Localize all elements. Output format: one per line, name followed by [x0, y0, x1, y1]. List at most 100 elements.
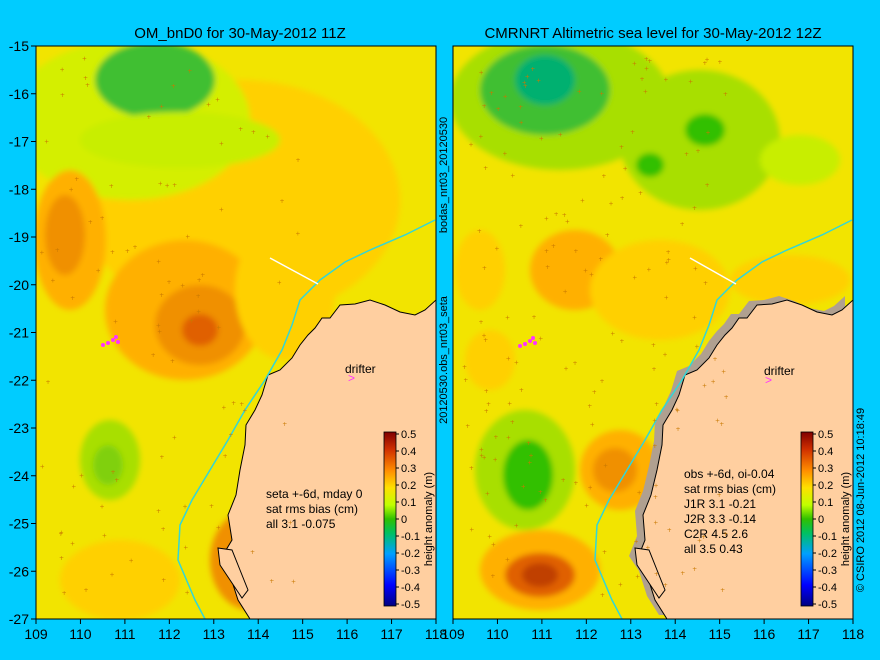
observation-marker: + — [705, 182, 710, 189]
x-tick-label: 117 — [380, 626, 403, 642]
observation-marker: + — [601, 173, 606, 180]
observation-marker: + — [603, 463, 608, 470]
observation-marker: + — [159, 454, 164, 461]
colorbar-tick-label: 0.1 — [818, 497, 833, 509]
observation-marker: + — [223, 453, 228, 460]
observation-marker: + — [538, 489, 543, 496]
observation-marker: + — [288, 520, 293, 527]
observation-marker: + — [483, 337, 488, 344]
observation-marker: + — [692, 314, 697, 321]
observation-marker: + — [100, 215, 105, 222]
observation-marker: + — [238, 126, 243, 133]
observation-marker: + — [44, 138, 49, 145]
observation-marker: + — [600, 592, 605, 599]
x-tick-label: 115 — [292, 626, 315, 642]
observation-marker: + — [676, 426, 681, 433]
observation-marker: + — [196, 308, 201, 315]
observation-marker: + — [185, 590, 190, 597]
observation-marker: + — [583, 267, 588, 274]
observation-marker: + — [478, 319, 483, 326]
colorbar-tick-label: -0.3 — [401, 565, 420, 577]
observation-marker: + — [469, 465, 474, 472]
observation-marker: + — [50, 278, 55, 285]
x-tick-label: 109 — [24, 626, 48, 642]
observation-marker: + — [663, 582, 668, 589]
observation-marker: + — [723, 91, 728, 98]
observation-marker: + — [523, 83, 528, 90]
observation-marker: + — [295, 230, 300, 237]
observation-marker: + — [69, 187, 74, 194]
observation-marker: + — [172, 435, 177, 442]
observation-marker: + — [662, 351, 667, 358]
observation-marker: + — [83, 75, 88, 82]
colorbar-tick-label: 0.3 — [818, 463, 833, 475]
observation-marker: + — [664, 294, 669, 301]
left-note-line-1: seta +-6d, mday 0 — [266, 487, 363, 501]
observation-marker: + — [502, 151, 507, 158]
observation-marker: + — [592, 389, 597, 396]
observation-marker: + — [40, 463, 45, 470]
observation-marker: + — [490, 573, 495, 580]
right-note-line-3: J1R 3.1 -0.21 — [684, 497, 756, 511]
left-colorbar-label: height anomaly (m) — [423, 472, 435, 566]
observation-marker: + — [156, 508, 161, 515]
observation-marker: + — [487, 533, 492, 540]
observation-marker: + — [506, 434, 511, 441]
observation-marker: + — [463, 377, 468, 384]
observation-marker: + — [114, 477, 119, 484]
observation-marker: + — [544, 248, 549, 255]
observation-marker: + — [530, 66, 535, 73]
observation-marker: + — [680, 570, 685, 577]
observation-marker: + — [605, 232, 610, 239]
observation-marker: + — [632, 274, 637, 281]
colorbar-tick-label: 0.3 — [401, 463, 416, 475]
observation-marker: + — [688, 79, 693, 86]
observation-marker: + — [159, 292, 164, 299]
observation-marker: + — [505, 557, 510, 564]
observation-marker: + — [720, 587, 725, 594]
left-y-axis: -15 -16 -17 -18 -19 -20 -21 -22 -23 -24 -25 -26 -27 — [9, 38, 36, 627]
observation-marker: + — [705, 56, 710, 63]
observation-marker: + — [653, 520, 658, 527]
observation-marker: + — [60, 66, 65, 73]
y-tick-label: -23 — [9, 420, 29, 436]
observation-marker: + — [703, 280, 708, 287]
observation-marker: + — [666, 257, 671, 264]
observation-marker: + — [619, 338, 624, 345]
observation-marker: + — [702, 382, 707, 389]
observation-marker: + — [666, 249, 671, 256]
observation-marker: + — [109, 183, 114, 190]
observation-marker: + — [469, 141, 474, 148]
observation-marker: + — [519, 387, 524, 394]
right-map-panel: CMRNRT Altimetric sea level for 30-May-2… — [441, 25, 864, 642]
observation-marker: + — [171, 83, 176, 90]
observation-marker: + — [651, 366, 656, 373]
observation-marker: + — [717, 59, 722, 66]
observation-marker: + — [719, 421, 724, 428]
left-x-axis: 109 110 111 112 113 114 115 116 117 118 — [24, 619, 447, 642]
right-note-line-5: C2R 4.5 2.6 — [684, 527, 748, 541]
observation-marker: + — [70, 295, 75, 302]
x-tick-label: 115 — [709, 626, 732, 642]
colorbar-tick-label: -0.2 — [401, 548, 420, 560]
observation-marker: + — [71, 483, 76, 490]
observation-marker: + — [200, 272, 205, 279]
observation-marker: + — [250, 549, 255, 556]
observation-marker: + — [216, 324, 221, 331]
right-peninsula — [634, 547, 666, 599]
observation-marker: + — [189, 318, 194, 325]
observation-marker: + — [580, 198, 585, 205]
right-drifter-dots — [518, 336, 537, 348]
observation-marker: + — [563, 289, 568, 296]
observation-marker: + — [692, 205, 697, 212]
observation-marker: + — [598, 256, 603, 263]
y-tick-label: -18 — [9, 181, 29, 197]
observation-marker: + — [602, 549, 607, 556]
observation-marker: + — [183, 504, 188, 511]
observation-marker: + — [110, 469, 115, 476]
observation-marker: + — [653, 494, 658, 501]
observation-marker: + — [652, 417, 657, 424]
y-tick-label: -26 — [9, 563, 29, 579]
x-tick-label: 117 — [797, 626, 820, 642]
